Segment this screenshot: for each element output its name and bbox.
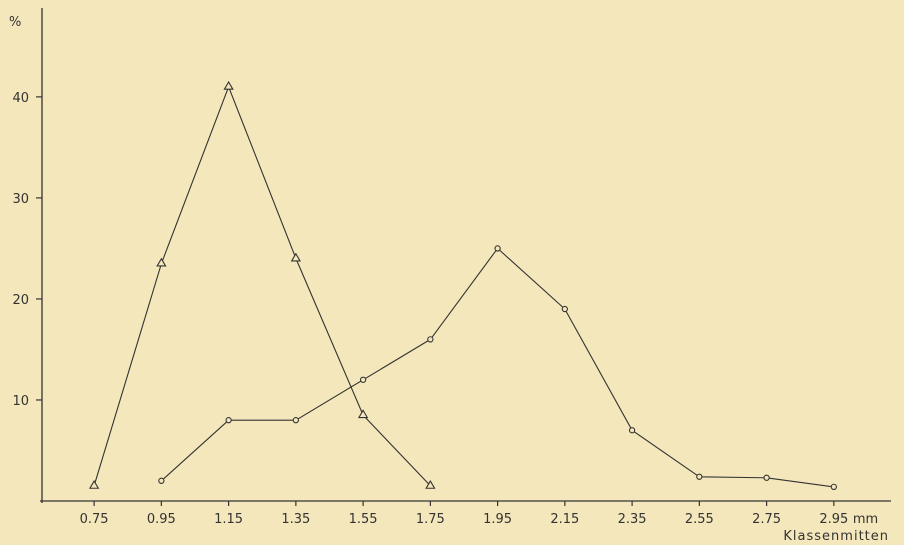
y-axis-label: % — [9, 15, 21, 30]
series-1-triangle-point — [156, 257, 167, 267]
series-1-triangle-point — [357, 409, 369, 419]
series-2-circle-point — [158, 477, 165, 484]
x-tick-label: 1.35 — [281, 512, 310, 527]
y-tick-label: 40 — [12, 91, 29, 106]
axes — [40, 8, 891, 503]
series-1-triangle-point — [425, 479, 436, 489]
series-1-line — [93, 86, 431, 487]
y-tick-label: 20 — [12, 293, 29, 308]
x-tick-label: 2.75 — [752, 512, 781, 527]
series-2-circle-point — [494, 245, 501, 252]
series-2-circle-point — [292, 417, 300, 424]
x-tick-label: 2.35 — [618, 512, 647, 527]
series-1-triangle-point — [223, 80, 234, 90]
series-group — [88, 80, 837, 491]
x-axis-unit: mm — [853, 512, 878, 527]
series-1 — [88, 80, 436, 489]
x-axis-label: Klassenmitten — [783, 529, 889, 544]
series-1-triangle-point — [290, 252, 302, 262]
series-2-circle-point — [696, 473, 703, 480]
y-tick-label: 30 — [12, 192, 29, 207]
x-tick-label: 2.55 — [685, 512, 714, 527]
x-tick-label: 2.15 — [550, 512, 579, 527]
x-tick-label: 1.55 — [349, 512, 378, 527]
series-2-circle-point — [225, 417, 232, 424]
x-ticks: 0.75 0.95 1.15 1.35 1.55 1.75 1.95 2.15 2.35 2.55… — [80, 501, 848, 527]
series-2-circle-point — [427, 336, 434, 343]
x-tick-label: 0.75 — [80, 512, 109, 527]
y-ticks: 10 20 30 40 — [12, 91, 42, 409]
series-1-triangle-point — [88, 479, 100, 489]
x-tick-label: 0.95 — [147, 512, 176, 527]
series-2 — [158, 245, 837, 491]
x-tick-label: 1.95 — [483, 512, 512, 527]
series-2-circle-point — [359, 376, 367, 383]
x-tick-label: 1.75 — [416, 512, 445, 527]
x-tick-label: 1.15 — [214, 512, 243, 527]
x-tick-label: 2.95 — [819, 512, 848, 527]
series-2-circle-point — [763, 474, 770, 481]
series-2-circle-point — [628, 427, 636, 434]
series-2-circle-point — [561, 305, 568, 313]
y-tick-label: 10 — [12, 394, 29, 409]
series-2-line — [161, 247, 834, 488]
series-2-circle-point — [830, 483, 837, 491]
